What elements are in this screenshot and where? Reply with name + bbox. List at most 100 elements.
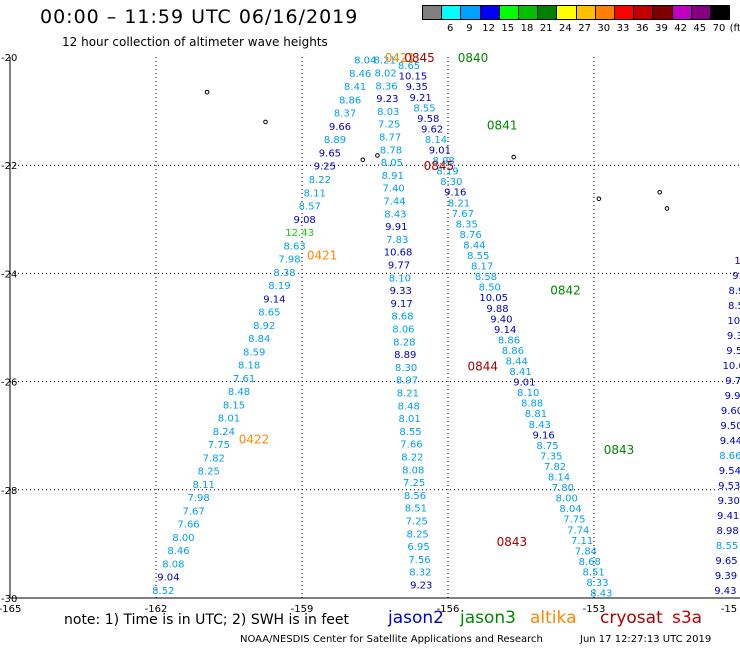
swh-value: 9.88: [486, 304, 508, 315]
swh-value: 7.11: [571, 536, 593, 547]
swh-value: 10.15: [399, 72, 428, 83]
swh-value: 8.30: [395, 363, 417, 374]
swh-value: 8.86: [339, 95, 361, 106]
swh-value: 8.9: [729, 286, 740, 297]
pass-time-label: 0421: [385, 51, 416, 65]
swh-value: 8.50: [479, 283, 501, 294]
lat-tick-label: -30: [1, 594, 17, 605]
swh-value: 8.28: [393, 337, 415, 348]
swh-value: 8.86: [502, 346, 524, 357]
swh-value: 8.22: [401, 452, 423, 463]
color-bin-label: 30: [597, 23, 611, 34]
swh-value: 8.89: [324, 135, 346, 146]
swh-value: 8.19: [268, 281, 290, 292]
pass-time-label: 0842: [550, 284, 581, 298]
swh-value: 8.5: [728, 301, 740, 312]
pass-time-label: 0422: [239, 432, 270, 446]
swh-value: 7.44: [383, 196, 405, 207]
pass-time-label: 0421: [307, 248, 338, 262]
swh-value: 8.65: [258, 308, 280, 319]
island-marker: [664, 206, 670, 211]
swh-value: 8.98: [433, 156, 455, 167]
swh-value: 8.00: [172, 533, 194, 544]
swh-value: 6.95: [407, 542, 429, 553]
color-bin-label: 27: [578, 23, 591, 34]
swh-value: 8.30: [440, 177, 462, 188]
swh-value: 8.59: [243, 347, 265, 358]
swh-value: 7.66: [177, 520, 199, 531]
swh-value: 10.68: [384, 248, 413, 259]
swh-value: 8.05: [381, 158, 403, 169]
swh-value: 9.65: [319, 148, 341, 159]
swh-value: 8.08: [162, 559, 184, 570]
swh-value: 9.91: [385, 222, 407, 233]
swh-value: 7.35: [540, 451, 562, 462]
pass-time-label: 0843: [604, 443, 635, 457]
swh-value: 8.22: [309, 175, 331, 186]
swh-value: 9.14: [494, 325, 516, 336]
swh-value: 8.55: [467, 251, 489, 262]
swh-value: 9.17: [391, 299, 413, 310]
swh-value: 7.83: [386, 235, 408, 246]
swh-value: 8.44: [463, 240, 485, 251]
swh-value: 9.23: [410, 580, 432, 591]
swh-value: 8.21: [374, 56, 396, 67]
swh-value: 8.21: [397, 388, 419, 399]
color-bin-label: 12: [482, 23, 495, 34]
island-marker: [657, 189, 663, 195]
color-bin-label: 6: [447, 23, 454, 34]
swh-value: 8.06: [392, 324, 414, 335]
swh-value: 8.14: [548, 473, 570, 484]
swh-value: 9.5: [726, 346, 740, 357]
color-bin-label: 70: [712, 23, 726, 34]
swh-value: 9.60: [721, 406, 740, 417]
swh-value: 8.97: [396, 376, 418, 387]
pass-time-label: 0841: [487, 119, 518, 133]
swh-value: 8.58: [475, 272, 497, 283]
swh-value: 8.43: [384, 209, 406, 220]
swh-value: 9.30: [718, 496, 740, 507]
swh-value: 8.77: [379, 133, 401, 144]
swh-value: 8.88: [521, 399, 543, 410]
swh-value: 7.82: [203, 453, 225, 464]
swh-value: 9.66: [329, 122, 351, 133]
swh-value: 7.98: [278, 255, 300, 266]
units-note: note: 1) Time is in UTC; 2) SWH is in fe…: [64, 612, 350, 628]
island-marker: [511, 154, 517, 160]
swh-value: 8.75: [536, 441, 558, 452]
lat-tick-label: -20: [1, 53, 17, 64]
swh-value: 7.61: [233, 374, 255, 385]
swh-value: 8.25: [407, 529, 429, 540]
swh-value: 12.43: [285, 228, 314, 239]
legend-jason3: jason3: [460, 608, 516, 628]
swh-value: 8.00: [556, 494, 578, 505]
swh-value: 8.33: [586, 578, 608, 589]
color-bin-label: 21: [539, 23, 553, 34]
swh-value: 8.32: [409, 568, 431, 579]
swh-value: 7.84: [575, 546, 597, 557]
swh-value: 9.14: [263, 294, 285, 305]
swh-value: 8.86: [498, 335, 520, 346]
swh-value: 8.57: [299, 202, 321, 213]
swh-value: 8.21: [448, 198, 470, 209]
swh-value: 8.08: [402, 465, 424, 476]
color-bin-label: 15: [501, 23, 515, 34]
lon-tick-label: -15: [721, 604, 737, 615]
swh-value: 8.11: [193, 480, 215, 491]
swh-value: 9.04: [157, 573, 179, 584]
color-bin-label: 9: [466, 23, 473, 34]
footer-credit: NOAA/NESDIS Center for Satellite Applica…: [240, 634, 543, 645]
swh-value: 8.89: [394, 350, 416, 361]
swh-value: 7.25: [378, 120, 400, 131]
swh-value: 9.65: [715, 556, 737, 567]
swh-value: 9.01: [429, 146, 451, 157]
legend-cryosat: cryosat: [600, 608, 663, 628]
swh-value: 8.98: [716, 526, 738, 537]
island-marker: [263, 119, 268, 125]
swh-value: 7.66: [400, 440, 422, 451]
pass-time-label: 0844: [467, 359, 498, 373]
swh-value: 10.0: [723, 361, 740, 372]
swh-value: 8.11: [304, 188, 326, 199]
color-bin-label: 24: [559, 23, 572, 34]
color-bin-label: 33: [616, 23, 630, 34]
